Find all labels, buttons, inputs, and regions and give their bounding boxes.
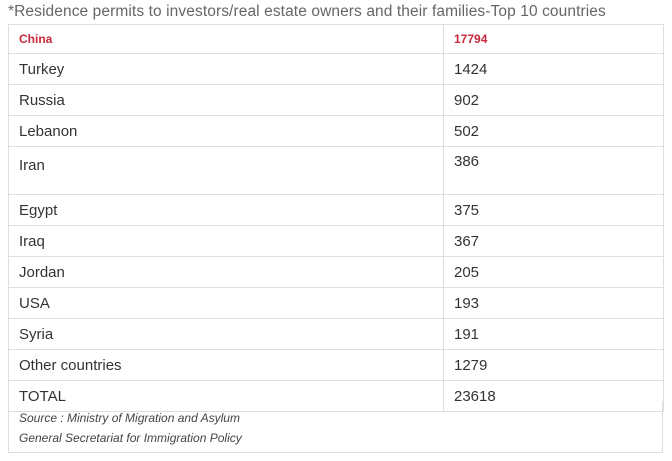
country-cell: USA bbox=[8, 287, 444, 319]
country-cell: Egypt bbox=[8, 194, 444, 226]
value-cell: 193 bbox=[443, 287, 664, 319]
table-row: Egypt 375 bbox=[8, 194, 664, 226]
table-row-total: TOTAL 23618 bbox=[8, 380, 664, 412]
source-line: Source : Ministry of Migration and Asylu… bbox=[19, 411, 240, 425]
value-cell: 17794 bbox=[443, 24, 664, 54]
table-row: Turkey 1424 bbox=[8, 53, 664, 85]
value-cell: 502 bbox=[443, 115, 664, 147]
source-line: General Secretariat for Immigration Poli… bbox=[19, 431, 242, 445]
value-cell: 375 bbox=[443, 194, 664, 226]
table-row: Russia 902 bbox=[8, 84, 664, 116]
value-cell: 205 bbox=[443, 256, 664, 288]
country-cell: Iran bbox=[8, 146, 444, 195]
table-row: Iran 386 bbox=[8, 146, 664, 195]
country-cell: Other countries bbox=[8, 349, 444, 381]
table-caption: *Residence permits to investors/real est… bbox=[8, 3, 606, 20]
country-cell: Turkey bbox=[8, 53, 444, 85]
table-row: USA 193 bbox=[8, 287, 664, 319]
country-cell: TOTAL bbox=[8, 380, 444, 412]
table-row: Lebanon 502 bbox=[8, 115, 664, 147]
value-cell: 1424 bbox=[443, 53, 664, 85]
table-row: Other countries 1279 bbox=[8, 349, 664, 381]
value-cell: 902 bbox=[443, 84, 664, 116]
value-cell: 1279 bbox=[443, 349, 664, 381]
country-cell: China bbox=[8, 24, 444, 54]
country-cell: Jordan bbox=[8, 256, 444, 288]
country-cell: Lebanon bbox=[8, 115, 444, 147]
table-row: Jordan 205 bbox=[8, 256, 664, 288]
table-row: Syria 191 bbox=[8, 318, 664, 350]
country-cell: Iraq bbox=[8, 225, 444, 257]
country-cell: Syria bbox=[8, 318, 444, 350]
value-cell: 386 bbox=[443, 146, 664, 195]
residence-permits-table: China 17794 Turkey 1424 Russia 902 Leban… bbox=[8, 24, 664, 412]
value-cell: 23618 bbox=[443, 380, 664, 412]
table-row-highlight: China 17794 bbox=[8, 24, 664, 54]
value-cell: 191 bbox=[443, 318, 664, 350]
country-cell: Russia bbox=[8, 84, 444, 116]
table-row: Iraq 367 bbox=[8, 225, 664, 257]
source-note: Source : Ministry of Migration and Asylu… bbox=[8, 401, 663, 453]
value-cell: 367 bbox=[443, 225, 664, 257]
